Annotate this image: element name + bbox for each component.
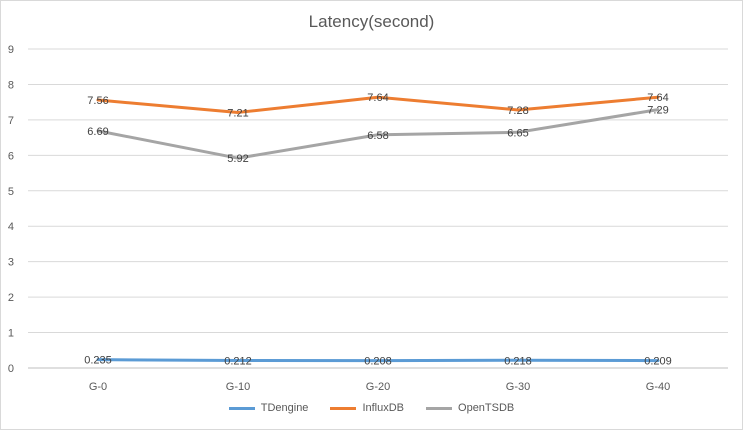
data-label: 0.208: [364, 356, 392, 368]
legend-item-tdengine: TDengine: [228, 402, 309, 414]
legend-label: OpenTSDB: [458, 402, 515, 414]
series-line-influxdb: [96, 95, 660, 114]
legend-label: TDengine: [260, 402, 309, 414]
y-tick-label: 1: [8, 328, 14, 340]
series-lines: [96, 95, 660, 363]
data-label: 0.218: [504, 355, 532, 367]
legend-item-influxdb: InfluxDB: [330, 402, 404, 414]
data-labels: 0.235 0.212 0.208 0.218 0.2097.567.217.647.2…: [84, 92, 672, 367]
legend-swatch: [426, 406, 453, 410]
x-tick-label: G-40: [646, 381, 670, 393]
data-label: 7.64: [647, 92, 668, 104]
chart-title: Latency(second): [308, 12, 435, 31]
y-tick-label: 7: [8, 115, 14, 127]
x-tick-label: G-20: [366, 381, 390, 393]
series-line-tdengine: [96, 358, 660, 363]
data-label: 0.235: [84, 355, 112, 367]
y-tick-label: 8: [8, 79, 14, 91]
legend-swatch: [228, 406, 255, 410]
data-label: 7.21: [227, 107, 248, 119]
data-label: 0.209: [644, 356, 672, 368]
data-label: 7.28: [507, 105, 528, 117]
legend-label: InfluxDB: [362, 402, 405, 414]
y-tick-label: 5: [8, 186, 14, 198]
x-tick-label: G-0: [89, 381, 107, 393]
y-tick-label: 3: [8, 257, 14, 269]
y-tick-label: 9: [8, 44, 14, 56]
legend-item-opentsdb: OpenTSDB: [426, 402, 514, 414]
data-label: 7.56: [87, 95, 108, 107]
series-line-opentsdb: [96, 108, 660, 160]
legend: TDengine InfluxDB OpenTSDB: [0, 402, 743, 414]
data-label: 7.64: [367, 92, 388, 104]
y-tick-label: 4: [8, 221, 14, 233]
data-label: 6.65: [507, 127, 528, 139]
y-tick-label: 2: [8, 292, 14, 304]
data-label: 7.29: [647, 105, 668, 117]
data-label: 6.69: [87, 126, 108, 138]
data-label: 0.212: [224, 355, 252, 367]
y-tick-label: 6: [8, 150, 14, 162]
data-label: 5.92: [227, 153, 248, 165]
data-label: 6.58: [367, 130, 388, 142]
x-axis-ticks: G-0 G-10 G-20 G-30 G-40: [89, 381, 670, 393]
y-axis-ticks: 0 1 2 3 4 5 6 7 8 9: [8, 44, 14, 375]
x-tick-label: G-30: [506, 381, 530, 393]
line-chart: 0 1 2 3 4 5 6 7 8 9 G-0 G-10 G-20 G-30 G-40 0.235 0.21…: [8, 44, 728, 393]
gridlines: [28, 48, 728, 369]
y-tick-label: 0: [8, 363, 14, 375]
x-tick-label: G-10: [226, 381, 250, 393]
legend-swatch: [330, 406, 357, 410]
